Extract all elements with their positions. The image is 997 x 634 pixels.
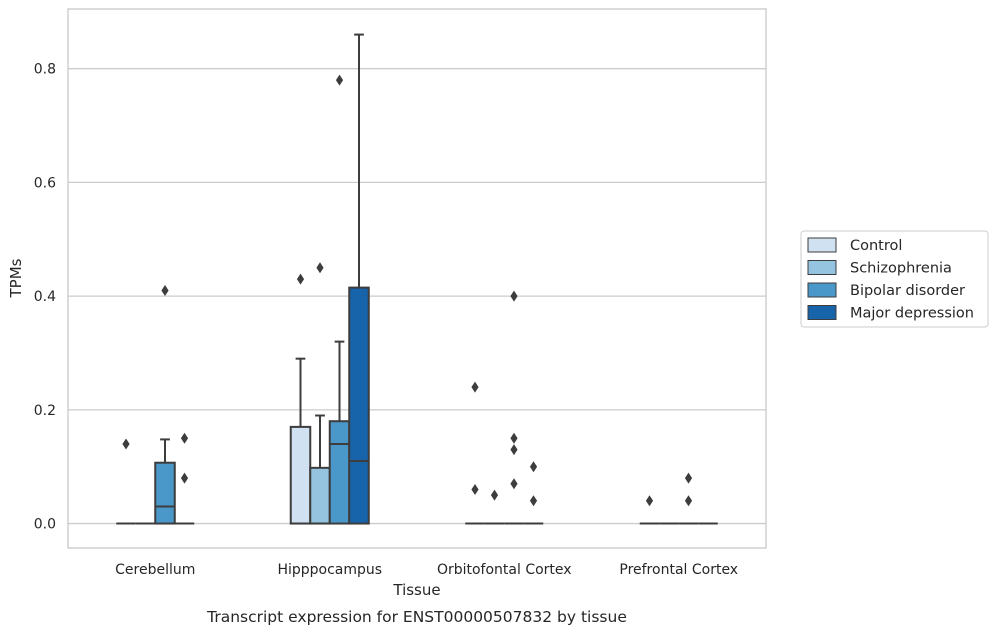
x-tick-label: Orbitofontal Cortex xyxy=(437,562,572,578)
box-3-2 xyxy=(678,472,699,525)
outlier-point xyxy=(471,483,479,495)
box-1-3 xyxy=(348,33,370,525)
legend-swatch xyxy=(807,237,837,253)
outlier-point xyxy=(335,74,344,86)
box-body xyxy=(154,461,176,525)
legend-label: Schizophrenia xyxy=(850,261,952,277)
outlier-point xyxy=(510,432,518,444)
legend-frame xyxy=(800,230,989,328)
box-0-0 xyxy=(116,438,136,525)
x-axis-title: Tissue xyxy=(392,581,440,599)
box-body xyxy=(289,425,312,525)
y-tick-label: 0.0 xyxy=(34,517,56,533)
legend-swatch xyxy=(807,282,837,298)
outlier-point xyxy=(510,478,518,490)
x-tick-label: Prefrontal Cortex xyxy=(619,562,738,578)
x-tick-label: Hipppocampus xyxy=(277,562,382,578)
legend-label: Control xyxy=(850,238,902,254)
outlier-point xyxy=(316,262,324,274)
outlier-point xyxy=(161,284,169,296)
legend-swatch xyxy=(807,305,837,320)
box-0-3 xyxy=(174,432,195,525)
outlier-point xyxy=(490,489,499,501)
outlier-point xyxy=(510,290,518,302)
box-0-2 xyxy=(154,284,176,525)
box-2-1 xyxy=(484,489,505,525)
box-series xyxy=(116,33,718,525)
x-tick-label: Cerebellum xyxy=(115,562,195,578)
outlier-point xyxy=(684,495,693,507)
chart-caption: Transcript expression for ENST0000050783… xyxy=(206,608,627,626)
y-tick-labels: 0.0 0.2 0.4 0.6 0.8 xyxy=(34,62,56,533)
legend: Control Schizophrenia Bipolar disorder Majo… xyxy=(800,230,989,328)
outlier-point xyxy=(122,438,130,450)
outlier-point xyxy=(684,472,693,484)
outlier-point xyxy=(645,495,654,507)
outlier-point xyxy=(529,461,538,473)
box-body xyxy=(328,420,351,525)
y-tick-label: 0.6 xyxy=(34,175,56,191)
box-2-3 xyxy=(523,461,544,525)
y-tick-label: 0.8 xyxy=(34,62,56,78)
outlier-point xyxy=(180,472,189,484)
y-tick-label: 0.4 xyxy=(34,289,56,305)
box-body xyxy=(348,286,370,525)
outlier-point xyxy=(510,444,518,456)
legend-label: Major depression xyxy=(850,306,974,322)
box-body xyxy=(309,466,331,525)
box-1-2 xyxy=(328,74,351,525)
box-2-0 xyxy=(465,381,485,525)
x-tick-labels: Cerebellum Hipppocampus Orbitofontal Corte… xyxy=(115,562,738,578)
outlier-point xyxy=(180,432,189,444)
box-2-2 xyxy=(504,290,524,525)
outlier-point xyxy=(529,495,538,507)
legend-swatch xyxy=(807,260,837,275)
outlier-point xyxy=(471,381,479,393)
y-tick-label: 0.2 xyxy=(34,403,56,419)
box-3-0 xyxy=(639,495,660,525)
plot-area-frame xyxy=(67,8,767,549)
legend-label: Bipolar disorder xyxy=(850,283,965,299)
outlier-point xyxy=(296,273,305,285)
y-axis-title: TPMs xyxy=(7,258,25,298)
